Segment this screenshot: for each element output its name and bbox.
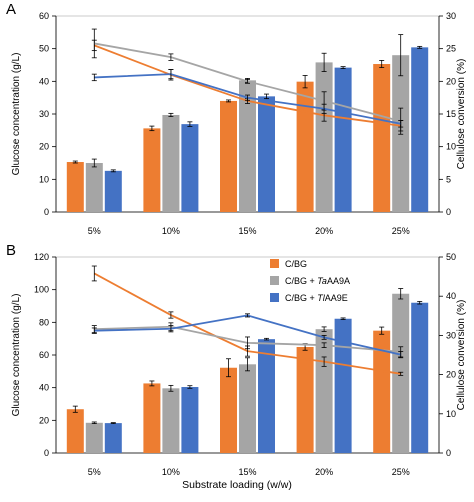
y2-tick-label: 40: [446, 291, 456, 301]
y2-axis-title: Cellulose conversion (%): [456, 300, 467, 411]
bar: [296, 346, 314, 453]
x-tick-label: 20%: [315, 467, 333, 477]
bar: [104, 170, 122, 212]
panel-label: B: [6, 242, 16, 259]
y2-tick-label: 25: [446, 44, 456, 54]
legend-label-suffix: AA9E: [325, 293, 348, 303]
bar: [296, 81, 314, 212]
y-tick-label: 100: [34, 285, 49, 295]
bar: [373, 330, 391, 453]
y2-tick-label: 50: [446, 252, 456, 262]
bar: [411, 47, 429, 212]
bar: [181, 387, 199, 453]
y2-tick-label: 30: [446, 11, 456, 21]
y2-tick-label: 5: [446, 174, 451, 184]
panel-label: A: [6, 1, 16, 18]
legend-swatch: [270, 276, 279, 285]
bar: [104, 423, 122, 453]
bar: [315, 329, 333, 453]
y-tick-label: 0: [44, 207, 49, 217]
y2-tick-label: 10: [446, 142, 456, 152]
bar: [334, 318, 352, 453]
y-tick-label: 20: [39, 415, 49, 425]
bar: [85, 422, 103, 453]
y2-tick-label: 15: [446, 109, 456, 119]
legend-label-italic: Ta: [317, 276, 327, 286]
y-tick-label: 40: [39, 383, 49, 393]
y-tick-label: 30: [39, 109, 49, 119]
x-tick-label: 15%: [238, 467, 256, 477]
legend-label: C/BG + TlAA9E: [285, 293, 348, 303]
y2-axis-title: Cellulose conversion (%): [456, 59, 467, 170]
bar: [334, 67, 352, 212]
x-tick-label: 10%: [162, 226, 180, 236]
y-tick-label: 60: [39, 350, 49, 360]
bar: [258, 339, 275, 453]
bar: [162, 114, 180, 212]
panel-a-chart: A 0 10 20 30 40 50 60 0 5 10 15 20 25 30 Glucose concen…: [6, 1, 467, 236]
legend-swatch: [270, 293, 279, 302]
y2-tick-label: 10: [446, 409, 456, 419]
bar: [411, 302, 429, 453]
bar: [143, 128, 161, 212]
y2-tick-label: 30: [446, 330, 456, 340]
y-tick-label: 0: [44, 448, 49, 458]
bar: [239, 364, 256, 453]
legend-label-prefix: C/BG: [285, 259, 307, 269]
x-axis-title: Substrate loading (w/w): [182, 479, 292, 491]
y-tick-label: 80: [39, 317, 49, 327]
y2-tick-label: 0: [446, 448, 451, 458]
bar: [239, 80, 256, 212]
bar: [143, 383, 161, 453]
x-tick-label: 25%: [392, 226, 410, 236]
x-tick-label: 15%: [238, 226, 256, 236]
y2-tick-label: 20: [446, 370, 456, 380]
y-tick-label: 120: [34, 252, 49, 262]
bar: [181, 124, 199, 212]
legend-label-prefix: C/BG +: [285, 276, 317, 286]
bar: [162, 388, 180, 453]
bar: [220, 367, 237, 453]
x-tick-label: 10%: [162, 467, 180, 477]
bar: [315, 62, 333, 213]
x-tick-label: 25%: [392, 467, 410, 477]
x-tick-label: 20%: [315, 226, 333, 236]
legend-label: C/BG + TaAA9A: [285, 276, 350, 286]
y2-tick-label: 0: [446, 207, 451, 217]
y-tick-label: 60: [39, 11, 49, 21]
x-tick-label: 5%: [88, 467, 101, 477]
bar: [66, 162, 84, 212]
legend-swatch: [270, 259, 279, 268]
y2-tick-label: 20: [446, 76, 456, 86]
legend-label-italic: Tl: [317, 293, 325, 303]
bar: [85, 163, 103, 212]
x-tick-label: 5%: [88, 226, 101, 236]
legend-label-suffix: AA9A: [327, 276, 350, 286]
bar: [220, 100, 237, 212]
bar: [66, 409, 84, 453]
y-tick-label: 10: [39, 174, 49, 184]
y-axis-title: Glucose concentration (g/L): [11, 53, 22, 176]
legend-label: C/BG: [285, 259, 307, 269]
panel-b-chart: B 0 20 40 60 80 100 120 0 10 20 30 40 50 Glucose conce…: [6, 242, 467, 477]
bar: [258, 96, 275, 212]
y-tick-label: 20: [39, 142, 49, 152]
y-tick-label: 40: [39, 76, 49, 86]
bar: [373, 64, 391, 213]
y-axis-title: Glucose concentration (g/L): [11, 294, 22, 417]
legend-label-prefix: C/BG +: [285, 293, 317, 303]
y-tick-label: 50: [39, 44, 49, 54]
